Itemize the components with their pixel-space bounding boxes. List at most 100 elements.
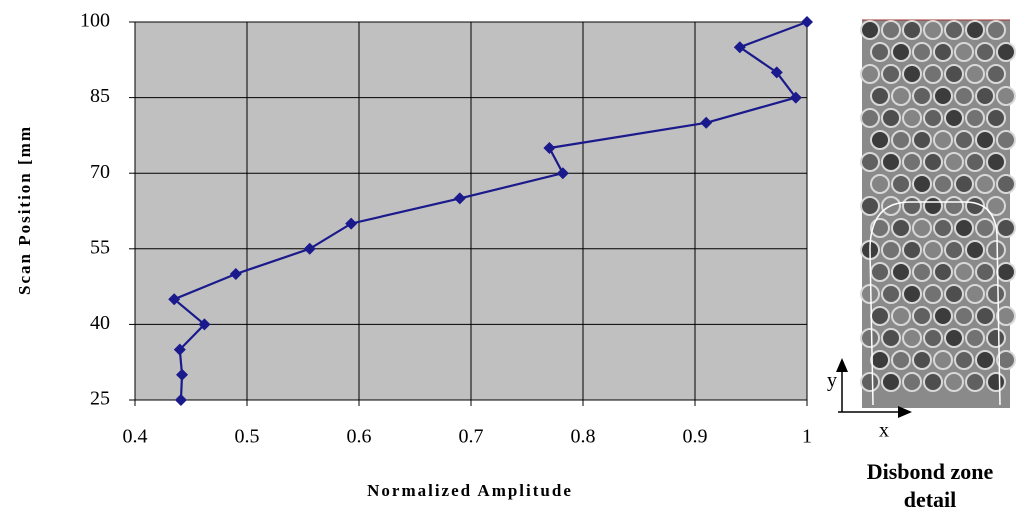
texture-cell	[965, 64, 985, 84]
y-tick-label: 40	[90, 312, 110, 334]
y-axis-title: Scan Position [mm	[15, 125, 34, 295]
x-tick-label: 0.7	[459, 426, 484, 448]
texture-cell	[912, 350, 932, 370]
texture-cell	[891, 174, 911, 194]
texture-cell	[881, 328, 901, 348]
texture-cell	[996, 130, 1016, 150]
texture-cell	[912, 306, 932, 326]
data-point	[789, 91, 802, 104]
texture-cell	[923, 152, 943, 172]
texture-cell	[860, 20, 880, 40]
texture-cell	[860, 64, 880, 84]
texture-cell	[860, 196, 880, 216]
texture-cell	[954, 130, 974, 150]
texture-cell	[975, 262, 995, 282]
image-caption-line-2: detail	[904, 487, 957, 512]
texture-cell	[986, 108, 1006, 128]
texture-cell	[996, 350, 1016, 370]
series-line	[172, 20, 808, 401]
y-tick-label: 100	[80, 10, 110, 32]
texture-cell	[881, 20, 901, 40]
texture-cell	[912, 174, 932, 194]
texture-cell	[933, 130, 953, 150]
data-point	[173, 343, 186, 356]
data-point	[303, 242, 316, 255]
texture-cell	[923, 372, 943, 392]
texture-cell	[965, 284, 985, 304]
texture-cell	[891, 218, 911, 238]
texture-cell	[996, 42, 1016, 62]
texture-cell	[902, 64, 922, 84]
texture-cell	[965, 108, 985, 128]
texture-cell	[870, 42, 890, 62]
texture-cell	[923, 64, 943, 84]
texture-cell	[891, 42, 911, 62]
texture-cell	[996, 218, 1016, 238]
y-tick-label: 85	[90, 85, 110, 107]
texture-cell	[986, 64, 1006, 84]
texture-cell	[881, 372, 901, 392]
data-point	[176, 368, 189, 381]
x-tick-label: 0.5	[235, 426, 260, 448]
texture-cell	[870, 86, 890, 106]
texture-cell	[996, 86, 1016, 106]
texture-cell	[975, 130, 995, 150]
texture-cell	[902, 372, 922, 392]
texture-cell	[860, 328, 880, 348]
texture-cell	[870, 350, 890, 370]
detail-image	[860, 19, 1016, 408]
texture-cell	[975, 306, 995, 326]
texture-cell	[986, 196, 1006, 216]
texture-cell	[923, 240, 943, 260]
texture-cell	[975, 218, 995, 238]
texture-cell	[923, 284, 943, 304]
texture-cell	[996, 262, 1016, 282]
texture-cell	[902, 20, 922, 40]
texture-cell	[975, 42, 995, 62]
texture-cell	[923, 328, 943, 348]
data-point	[556, 167, 569, 180]
texture-cell	[965, 152, 985, 172]
texture-cell	[944, 372, 964, 392]
texture-cell	[986, 240, 1006, 260]
data-point	[174, 394, 187, 406]
texture-cell	[944, 152, 964, 172]
texture-cell	[881, 240, 901, 260]
texture-cell	[912, 262, 932, 282]
data-point	[700, 116, 713, 129]
texture-cell	[965, 328, 985, 348]
texture-cell	[933, 86, 953, 106]
texture-cell	[996, 306, 1016, 326]
texture-cell	[902, 152, 922, 172]
data-point	[229, 268, 242, 280]
texture-cell	[975, 174, 995, 194]
texture-cell	[881, 108, 901, 128]
texture-cell	[902, 284, 922, 304]
data-point	[168, 293, 181, 306]
texture-cell	[986, 372, 1006, 392]
texture-cell	[912, 86, 932, 106]
texture-cell	[891, 130, 911, 150]
texture-cell	[975, 86, 995, 106]
texture-cell	[933, 218, 953, 238]
texture-cell	[965, 240, 985, 260]
texture-cell	[860, 152, 880, 172]
y-tick-label: 25	[90, 388, 110, 410]
data-point	[801, 16, 813, 28]
texture-cell	[965, 20, 985, 40]
texture-cell	[902, 328, 922, 348]
data-point	[733, 41, 746, 54]
texture-cell	[944, 20, 964, 40]
texture-cell	[944, 64, 964, 84]
x-tick-label: 0.6	[347, 426, 372, 448]
data-point	[453, 192, 466, 205]
texture-cell	[891, 86, 911, 106]
texture-cell	[870, 306, 890, 326]
texture-cell	[923, 20, 943, 40]
x-arrow-head	[898, 406, 912, 418]
texture-cell	[860, 108, 880, 128]
texture-cell	[986, 284, 1006, 304]
y-arrow-head	[836, 358, 848, 372]
texture-cell	[881, 152, 901, 172]
